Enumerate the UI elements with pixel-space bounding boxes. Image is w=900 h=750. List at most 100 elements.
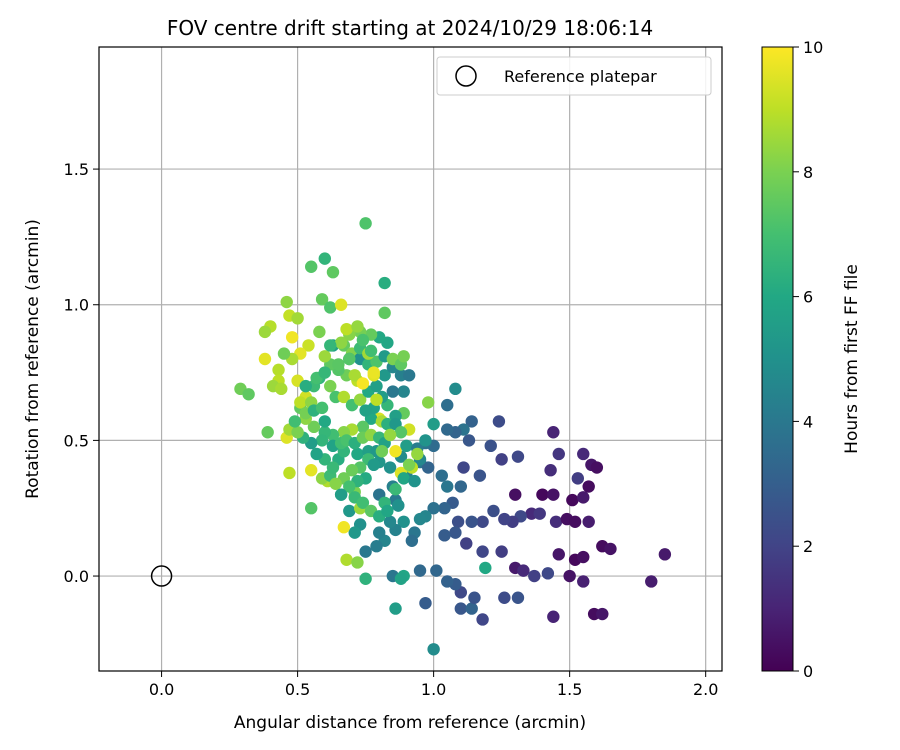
data-point	[378, 306, 391, 320]
data-point	[495, 545, 508, 558]
x-tick-label: 2.0	[693, 680, 718, 699]
data-point	[528, 569, 541, 583]
colorbar-tick-label: 0	[803, 662, 813, 681]
data-point	[324, 339, 337, 352]
data-point	[596, 607, 609, 621]
data-point	[318, 415, 332, 428]
data-point	[334, 298, 348, 311]
data-point	[294, 396, 307, 409]
data-point	[392, 499, 405, 512]
data-point	[397, 515, 410, 528]
data-point	[378, 369, 391, 382]
data-point	[552, 548, 565, 561]
colorbar-gradient	[761, 46, 794, 672]
data-point	[283, 466, 296, 480]
reference-platepar-marker	[150, 565, 173, 587]
x-tick-label: 1.5	[557, 680, 582, 699]
chart-title: FOV centre drift starting at 2024/10/29 …	[167, 16, 653, 40]
data-point	[577, 575, 590, 588]
data-point	[563, 569, 576, 583]
data-point	[375, 445, 389, 458]
data-point	[397, 472, 410, 485]
data-point	[658, 548, 672, 561]
data-point	[536, 488, 549, 501]
data-point	[498, 591, 511, 604]
data-point	[438, 529, 451, 542]
data-point	[547, 426, 560, 439]
data-point	[383, 515, 397, 528]
data-point	[351, 320, 364, 333]
data-point	[291, 312, 304, 325]
data-point	[435, 469, 448, 482]
data-point	[394, 572, 408, 585]
data-point	[457, 461, 470, 474]
data-point	[511, 450, 525, 463]
x-axis-ticks: 0.0 0.5 1.0 1.5 2.0	[149, 671, 718, 699]
data-point	[566, 493, 579, 507]
data-point	[473, 469, 487, 482]
data-point	[402, 458, 416, 472]
data-point	[479, 561, 492, 575]
data-point	[451, 515, 465, 528]
data-point	[356, 496, 370, 509]
data-point	[590, 461, 604, 474]
data-point	[277, 347, 291, 360]
data-point	[449, 382, 462, 396]
data-point	[275, 382, 288, 396]
data-point	[285, 331, 299, 344]
colorbar-tick-label: 6	[803, 288, 813, 307]
data-point	[343, 480, 356, 493]
data-point	[367, 458, 380, 472]
data-point	[492, 415, 506, 428]
data-point	[544, 464, 557, 477]
data-point	[645, 575, 658, 588]
data-point	[441, 480, 454, 493]
legend-entry: Reference platepar	[504, 67, 657, 86]
data-point	[577, 550, 590, 564]
data-point	[441, 398, 454, 412]
data-point	[383, 428, 397, 442]
data-point	[242, 388, 255, 401]
data-point	[400, 439, 413, 453]
data-point	[356, 333, 370, 347]
data-point	[343, 504, 356, 518]
data-point	[465, 515, 478, 528]
data-point	[373, 526, 386, 539]
data-point	[370, 393, 383, 406]
colorbar-tick-label: 8	[803, 163, 813, 182]
data-point	[604, 542, 617, 556]
data-point	[359, 404, 372, 417]
data-point	[305, 464, 318, 477]
data-point	[305, 260, 318, 273]
data-point	[552, 447, 565, 461]
data-point	[411, 447, 424, 461]
data-point	[487, 504, 500, 518]
data-point	[413, 564, 427, 577]
data-point	[334, 488, 348, 501]
data-point	[517, 564, 530, 577]
legend: Reference platepar	[436, 56, 712, 96]
data-point	[421, 461, 435, 474]
data-point	[307, 420, 321, 434]
data-point	[389, 483, 402, 496]
y-tick-label: 1.5	[64, 160, 89, 179]
y-tick-label: 0.0	[64, 567, 89, 586]
data-point	[302, 339, 315, 352]
data-point	[427, 417, 440, 431]
data-point	[334, 336, 348, 349]
data-point	[332, 358, 345, 371]
data-point	[383, 461, 397, 474]
data-point	[397, 350, 410, 363]
data-point	[509, 488, 522, 501]
data-point	[427, 643, 440, 656]
data-point	[430, 564, 443, 577]
data-point	[549, 515, 563, 528]
data-point	[359, 217, 372, 230]
data-point	[468, 591, 481, 604]
data-point	[351, 447, 364, 461]
data-point	[571, 472, 585, 485]
data-point	[547, 610, 560, 623]
data-point	[381, 504, 394, 518]
colorbar-tick-label: 4	[803, 412, 813, 431]
data-point	[299, 379, 312, 393]
